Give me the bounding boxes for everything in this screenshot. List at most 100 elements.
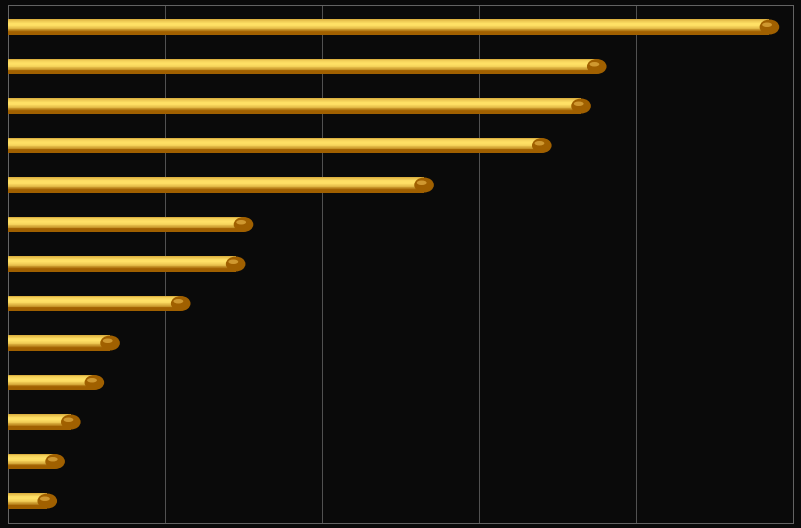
Bar [8,296,181,297]
Bar [8,182,424,183]
Bar [8,341,110,342]
Bar [8,65,597,67]
Bar [8,24,770,25]
Bar [8,503,47,504]
Ellipse shape [574,101,584,106]
Bar [8,69,597,70]
Bar [8,145,541,146]
Bar [8,418,70,419]
Bar [8,423,70,425]
Bar [8,300,181,301]
Bar [8,107,581,108]
Bar [8,345,110,346]
Bar [8,267,235,268]
Bar [8,61,597,62]
Bar [8,32,770,33]
Bar [8,350,110,351]
Bar [8,417,70,418]
Bar [8,463,55,464]
Bar [8,341,110,342]
Bar [8,139,541,140]
Bar [8,29,770,30]
Bar [8,465,55,466]
Bar [8,339,110,340]
Bar [8,27,770,28]
Bar [8,222,244,223]
Bar [8,108,581,109]
Bar [8,378,95,379]
Bar [8,31,770,32]
Bar [8,499,47,500]
Bar [8,307,181,308]
Bar [8,455,55,456]
Bar [8,455,55,456]
Bar [8,218,244,219]
Bar [8,308,181,309]
Bar [8,265,235,266]
Bar [8,141,541,142]
Bar [8,425,70,426]
Bar [8,192,424,193]
Bar [8,268,235,269]
Ellipse shape [171,296,191,311]
Bar [8,302,181,303]
Bar [8,259,235,260]
Bar [8,494,47,495]
Bar [8,376,95,377]
Bar [8,229,244,230]
Bar [8,150,541,151]
Bar [8,347,110,348]
Bar [8,346,110,347]
Bar [8,140,541,141]
Ellipse shape [532,138,552,153]
Bar [8,303,181,304]
Bar [8,185,424,186]
Bar [8,270,235,271]
Bar [8,150,541,152]
Bar [8,260,235,261]
Bar [8,257,235,258]
Bar [8,100,581,101]
Bar [8,148,541,149]
Bar [8,308,181,309]
Bar [8,72,597,73]
Bar [8,507,47,508]
Bar [8,60,597,61]
Ellipse shape [234,217,253,232]
Bar [8,138,541,139]
Bar [8,178,424,179]
Ellipse shape [38,494,57,508]
Ellipse shape [87,378,97,382]
Bar [8,183,424,184]
Bar [8,340,110,341]
Bar [8,143,541,144]
Bar [8,460,55,461]
Bar [8,498,47,499]
Bar [8,457,55,458]
Bar [8,138,541,139]
Bar [8,462,55,463]
Bar [8,22,770,23]
Bar [8,427,70,428]
Bar [8,71,597,72]
Bar [8,180,424,181]
Bar [8,506,47,507]
Bar [8,188,424,190]
Bar [8,428,70,429]
Bar [8,380,95,381]
Bar [8,256,235,257]
Bar [8,105,581,106]
Bar [8,375,95,376]
Bar [8,181,424,182]
Bar [8,68,597,69]
Bar [8,270,235,271]
Bar [8,464,55,465]
Ellipse shape [759,20,779,34]
Bar [8,426,70,427]
Bar [8,461,55,462]
Bar [8,415,70,416]
Ellipse shape [103,338,113,343]
Bar [8,419,70,420]
Bar [8,111,581,112]
Bar [8,456,55,457]
